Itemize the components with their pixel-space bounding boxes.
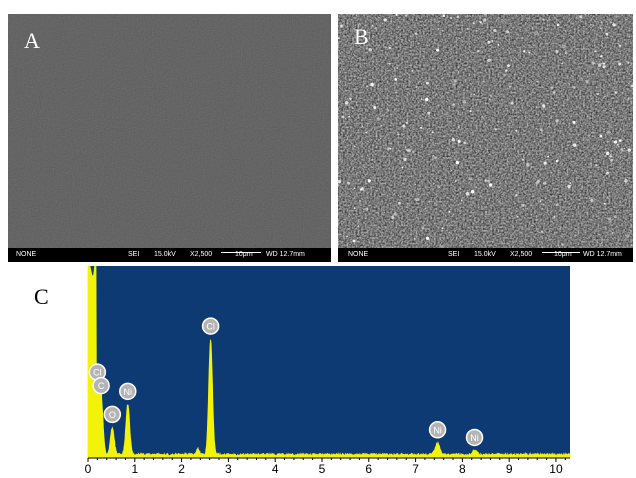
x-tick-label: 5 (319, 462, 326, 476)
peak-label: Ni (433, 425, 442, 435)
info-magnification: X2,500 (190, 251, 213, 258)
sem-micrograph-a (8, 14, 331, 248)
info-detector: NONE (16, 251, 37, 258)
peak-marker-circle (103, 405, 122, 424)
x-tick-label: 0 (85, 462, 92, 476)
scale-bar (221, 252, 261, 253)
peak-label: Ni (124, 387, 133, 397)
sem-image-a: A NONE SEI 15.0kV X2,500 10μm WD 12.7mm (8, 14, 331, 262)
peak-label: Ni (470, 433, 479, 443)
peak-marker-c: C (92, 376, 110, 395)
panel-label-c: C (34, 284, 49, 309)
sem-image-b: B NONE SEI 15.0kV X2,500 10μm WD 12.7mm (338, 14, 633, 262)
peak-label: Cl (206, 322, 215, 332)
info-working-distance: WD 12.7mm (266, 251, 305, 258)
info-magnification: X2,500 (510, 251, 533, 258)
info-mode: SEI (128, 251, 140, 258)
scale-bar (542, 252, 580, 253)
peak-marker-circle (119, 382, 137, 401)
sem-info-bar-a: NONE SEI 15.0kV X2,500 10μm WD 12.7mm (8, 248, 331, 262)
x-tick-label: 10 (549, 462, 563, 476)
panel-label-b: B (354, 24, 369, 49)
sem-info-bar-b: NONE SEI 15.0kV X2,500 10μm WD 12.7mm (338, 248, 633, 262)
info-detector: NONE (348, 251, 369, 258)
info-working-distance: WD 12.7mm (583, 251, 622, 258)
peak-label: O (109, 410, 116, 420)
peak-marker-ni: Ni (119, 382, 137, 401)
x-tick-label: 3 (225, 462, 232, 476)
peak-label: C (98, 381, 105, 391)
spectrum-series (87, 265, 571, 459)
x-tick-label: 9 (506, 462, 513, 476)
info-voltage: 15.0kV (154, 251, 176, 258)
peak-marker-o: O (103, 405, 122, 424)
x-tick-label: 4 (272, 462, 279, 476)
info-scale: 10μm (554, 251, 572, 258)
peak-label: Cl (93, 368, 102, 378)
info-mode: SEI (448, 251, 460, 258)
panel-label-a: A (24, 28, 40, 53)
x-tick-label: 6 (365, 462, 372, 476)
peak-marker-circle (201, 317, 220, 335)
peak-marker-ni: Ni (465, 428, 484, 447)
plot-area (88, 266, 570, 458)
peak-marker-circle (428, 421, 447, 439)
peak-marker-cl: Cl (201, 317, 220, 335)
peak-marker-circle (465, 428, 484, 447)
peak-marker-ni: Ni (428, 421, 447, 439)
eds-spectrum-chart: Cl C O Ni Cl Ni Ni 0 1 2 3 4 5 6 7 8 9 10 (85, 265, 571, 476)
sem-micrograph-b (338, 14, 633, 248)
info-scale: 10μm (235, 251, 253, 258)
x-tick-label: 7 (412, 462, 419, 476)
peak-marker-circle (92, 376, 110, 395)
x-tick-label: 1 (131, 462, 138, 476)
x-tick-label: 8 (459, 462, 466, 476)
x-tick-label: 2 (178, 462, 185, 476)
info-voltage: 15.0kV (474, 251, 496, 258)
